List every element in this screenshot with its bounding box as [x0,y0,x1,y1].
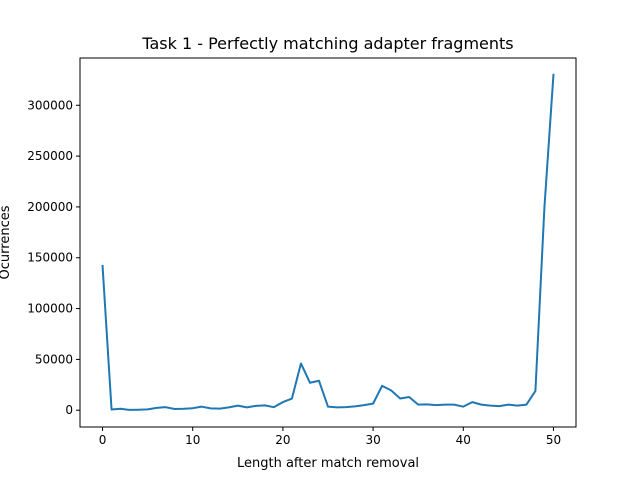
y-tick-label: 0 [65,403,73,417]
x-axis-ticks: 0 10 20 30 40 50 [99,427,561,447]
y-tick-label: 150000 [27,251,73,265]
plot-frame [79,57,577,428]
series-line-group [101,73,555,411]
y-tick-label: 250000 [27,149,73,163]
x-tick-label: 0 [99,433,107,447]
y-tick-label: 200000 [27,200,73,214]
y-tick-label: 100000 [27,302,73,316]
chart-title: Task 1 - Perfectly matching adapter frag… [141,34,513,53]
y-tick-label: 50000 [35,352,73,366]
y-axis-label: Ocurrences [0,205,13,279]
y-tick-label: 300000 [27,98,73,112]
y-axis-ticks: 0 50000 100000 150000 200000 250000 300000 [27,98,80,417]
x-axis-label: Length after match removal [237,456,419,471]
x-tick-label: 40 [456,433,471,447]
x-tick-label: 10 [185,433,200,447]
x-tick-label: 30 [365,433,380,447]
x-tick-label: 50 [546,433,561,447]
x-tick-label: 20 [275,433,290,447]
series-line-0 [101,73,555,411]
